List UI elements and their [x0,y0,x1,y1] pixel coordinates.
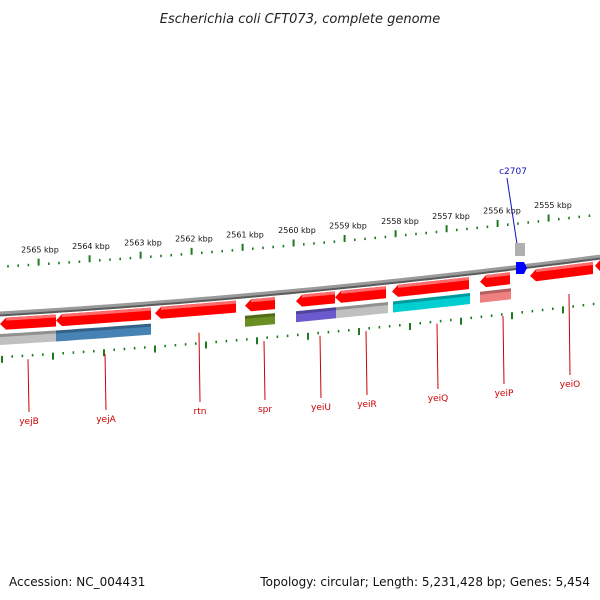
gene-arrow-highlight [486,272,510,279]
gene-feature-shadow [0,330,56,337]
gene-label-line [263,341,266,401]
gene-feature-shadow [336,302,388,311]
gene-feature-band [56,323,151,342]
gene-feature-band [336,302,388,319]
tick-label: 2555 kbp [534,201,572,210]
gene-arrow-highlight [341,286,386,294]
tick-label: 2560 kbp [278,226,316,235]
gene-arrow-highlight [302,291,335,298]
tick-label: 2557 kbp [432,212,470,221]
gene-label: yeiQ [428,394,448,404]
gene-yeiP[interactable]: yeiP [480,272,514,399]
summary-text: Topology: circular; Length: 5,231,428 bp… [259,575,590,589]
tick-label: 2565 kbp [21,246,59,255]
gene-yeiO[interactable]: yeiO [530,262,593,390]
gene-label: yejB [19,417,39,427]
gene-label: spr [258,405,272,415]
gene-label-line [436,323,439,390]
gene-label: yeiO [560,380,580,390]
gene-feature-shadow [56,323,151,334]
gene-label-line [198,332,201,403]
gene-yeiU[interactable]: yeiU [296,291,336,413]
callout-feature[interactable]: c2707 [499,167,527,274]
gene-track: yejB yejA rtn spr yeiU yeiR yeiQ yeiP yeiO [0,260,600,427]
gene-arrow-highlight [398,277,469,288]
gene-feature-shadow [393,293,470,305]
gene-label: yeiP [495,389,514,399]
tick-label: 2564 kbp [72,242,110,251]
gene-arrow-highlight [161,300,236,310]
lower-tick-track [1,302,595,363]
gene-label-line [319,335,322,399]
gene-yejA[interactable]: yejA [56,307,151,425]
tick-labels: 2565 kbp 2564 kbp 2563 kbp 2562 kbp 2561 kbp… [21,201,572,254]
gene-yejB[interactable]: yejB [0,314,56,428]
gene-feature-band [245,313,275,327]
gene-feature-shadow [245,313,275,319]
callout-forward-arrow [516,262,527,274]
gene-feature-band [393,293,470,313]
gene-feature-band [480,288,511,303]
gene-feature-shadow [480,288,511,295]
gene-arrow-highlight [6,314,56,321]
gene-arrow-highlight [251,297,275,303]
gene-spr[interactable]: spr [245,297,275,415]
tick-label: 2561 kbp [226,231,264,240]
gene-label: yejA [96,415,116,425]
gene-yeiQ[interactable]: yeiQ [392,277,470,404]
genome-backbone [0,254,600,315]
gene-rtn[interactable]: rtn [155,300,236,417]
gene-yeiR[interactable]: yeiR [335,286,388,410]
accession-text: Accession: NC_004431 [9,575,145,589]
gene-label-line [365,331,368,396]
gene-arrow-highlight [62,307,151,318]
tick-label: 2563 kbp [124,238,162,247]
gene-label-line [27,359,30,413]
tick-label: 2559 kbp [329,222,367,231]
tick-label: 2562 kbp [175,235,213,244]
upper-tick-track [7,214,591,268]
callout-gray-box [515,243,525,256]
gene-label-line [568,293,571,376]
callout-line [506,177,518,245]
callout-label: c2707 [499,167,527,177]
gene-feature-band [0,330,56,345]
map-title: Escherichia coli CFT073, complete genome [160,12,440,27]
gene-label: yeiR [357,400,377,410]
tick-label: 2558 kbp [381,217,419,226]
gene-feature-band [296,307,336,323]
tick-label: 2556 kbp [483,207,521,216]
gene-label: rtn [194,407,207,417]
partial-gene-arrow [595,260,600,272]
gene-feature-shadow [296,307,336,315]
gene-label-line [104,353,107,411]
gene-label-line [502,316,505,385]
gene-arrow-highlight [536,262,593,273]
gene-label: yeiU [311,403,331,413]
